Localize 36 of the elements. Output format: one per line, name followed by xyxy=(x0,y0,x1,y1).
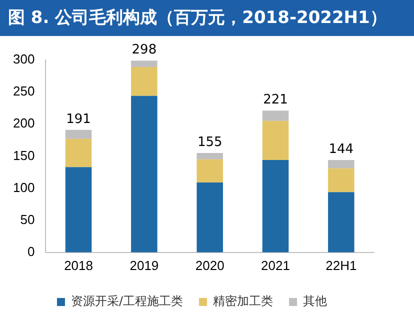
bar xyxy=(131,96,158,252)
legend-label: 精密加工类 xyxy=(213,294,274,308)
x-tick-label: 22H1 xyxy=(326,258,357,273)
total-label: 155 xyxy=(197,134,222,150)
y-tick-label: 200 xyxy=(12,116,35,131)
x-tick-label: 2020 xyxy=(195,258,224,273)
x-tick-label: 2019 xyxy=(130,258,159,273)
x-tick-label: 2021 xyxy=(261,258,290,273)
bar xyxy=(328,160,354,168)
total-label: 221 xyxy=(263,92,288,108)
bar xyxy=(262,120,289,160)
legend-label: 其他 xyxy=(303,294,328,308)
bar xyxy=(65,138,92,168)
y-tick-label: 250 xyxy=(12,84,35,99)
y-tick-label: 100 xyxy=(12,180,35,195)
bar xyxy=(196,159,223,182)
legend-label: 资源开采/工程施工类 xyxy=(70,294,184,308)
bar xyxy=(196,182,223,252)
y-tick-label: 50 xyxy=(20,212,35,227)
total-label: 298 xyxy=(132,42,157,58)
bar xyxy=(262,110,289,121)
bar xyxy=(328,192,354,252)
bar xyxy=(328,168,354,192)
total-label: 144 xyxy=(328,142,354,157)
bar xyxy=(196,152,223,160)
x-tick-label: 2018 xyxy=(64,258,93,273)
y-tick-label: 0 xyxy=(27,244,35,259)
bar xyxy=(131,67,158,96)
bar xyxy=(65,167,92,252)
bar xyxy=(262,160,289,252)
chart-title: 图 8. 公司毛利构成（百万元，2018-2022H1） xyxy=(0,0,414,36)
total-label: 191 xyxy=(66,112,91,127)
bar xyxy=(65,130,92,139)
bar xyxy=(131,60,158,68)
y-tick-label: 150 xyxy=(12,148,35,163)
y-tick-label: 300 xyxy=(12,52,35,67)
